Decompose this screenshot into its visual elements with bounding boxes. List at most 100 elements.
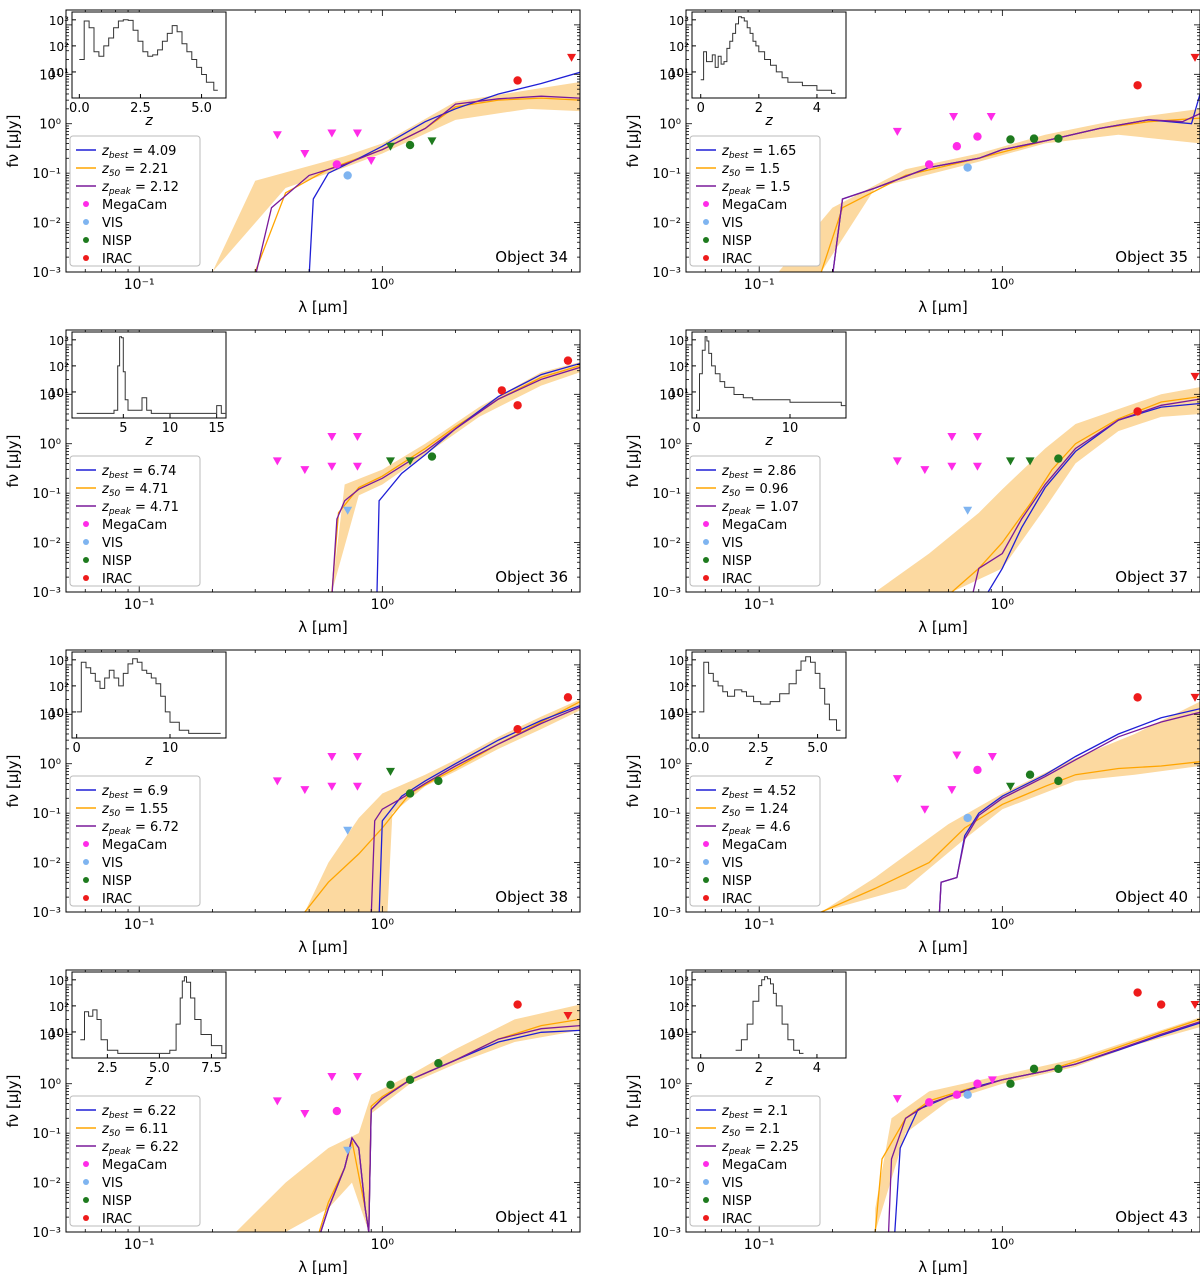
x-axis-label: λ [μm] xyxy=(298,938,348,956)
megacam-upper-limit xyxy=(300,150,309,158)
legend-label: IRAC xyxy=(102,252,132,267)
legend-label: NISP xyxy=(722,234,752,249)
y-tick-label: 10⁻² xyxy=(652,857,681,872)
plot-area xyxy=(273,356,580,596)
nisp-upper-limit xyxy=(386,768,395,776)
x-axis-label: λ [μm] xyxy=(298,298,348,316)
legend-label: MegaCam xyxy=(722,1158,787,1173)
vis-point xyxy=(343,171,351,179)
legend-marker xyxy=(83,841,89,847)
inset-x-label: z xyxy=(144,753,153,769)
legend-marker xyxy=(703,557,709,563)
inset-y-tick-label: 10² xyxy=(669,1000,689,1014)
megacam-point xyxy=(953,142,961,150)
object-label: Object 41 xyxy=(495,1208,568,1226)
megacam-point xyxy=(333,160,341,168)
y-axis-label: fν [μJy] xyxy=(624,435,642,488)
y-tick-label: 10⁰ xyxy=(39,118,61,133)
uncertainty-band xyxy=(875,1017,1200,1232)
nisp-point xyxy=(406,141,414,149)
y-tick-label: 10⁰ xyxy=(39,758,61,773)
inset-x-tick-label: 2.5 xyxy=(97,1061,118,1076)
uncertainty-band xyxy=(875,387,1200,592)
vis-point xyxy=(963,1090,971,1098)
legend-label: MegaCam xyxy=(722,518,787,533)
legend-marker xyxy=(83,1161,89,1167)
legend-label: IRAC xyxy=(102,892,132,907)
legend-label: NISP xyxy=(102,554,132,569)
uncertainty-band xyxy=(821,702,1200,912)
megacam-upper-limit xyxy=(987,113,996,121)
megacam-upper-limit xyxy=(893,128,902,136)
legend-label: VIS xyxy=(722,1176,743,1191)
megacam-upper-limit xyxy=(949,113,958,121)
megacam-point xyxy=(925,160,933,168)
megacam-upper-limit xyxy=(273,457,282,465)
legend-label: IRAC xyxy=(102,1212,132,1227)
legend-label: MegaCam xyxy=(102,1158,167,1173)
y-tick-label: 10⁻¹ xyxy=(32,167,61,182)
inset-frame xyxy=(72,12,226,98)
legend-marker xyxy=(83,219,89,225)
inset-y-tick-label: 10² xyxy=(49,680,69,694)
inset-y-tick-label: 10¹ xyxy=(49,386,69,400)
legend-label: MegaCam xyxy=(722,198,787,213)
x-tick-label: 10⁰ xyxy=(991,1237,1015,1253)
inset-x-tick-label: 10 xyxy=(162,741,179,756)
plot-area xyxy=(821,693,1200,917)
legend-label: VIS xyxy=(102,216,123,231)
y-tick-label: 10⁻¹ xyxy=(32,487,61,502)
x-tick-label: 10⁰ xyxy=(991,277,1015,293)
inset-y-tick-label: 10¹ xyxy=(669,1026,689,1040)
inset-x-label: z xyxy=(764,113,773,129)
legend-marker xyxy=(83,575,89,581)
inset-x-tick-label: 0 xyxy=(73,741,81,756)
y-tick-label: 10⁰ xyxy=(39,438,61,453)
y-tick-label: 10⁻¹ xyxy=(652,167,681,182)
object-label: Object 35 xyxy=(1115,248,1188,266)
object-label: Object 38 xyxy=(495,888,568,906)
inset-x-tick-label: 0 xyxy=(697,101,705,116)
inset-x-tick-label: 0.0 xyxy=(689,741,710,756)
nisp-point xyxy=(1054,134,1062,142)
megacam-upper-limit xyxy=(893,1095,902,1103)
legend-label: VIS xyxy=(722,536,743,551)
legend-label: IRAC xyxy=(722,252,752,267)
megacam-point xyxy=(973,132,981,140)
legend-marker xyxy=(703,859,709,865)
x-tick-label: 10⁻¹ xyxy=(744,1237,775,1253)
megacam-upper-limit xyxy=(367,157,376,165)
legend-label: NISP xyxy=(722,554,752,569)
object-label: Object 37 xyxy=(1115,568,1188,586)
y-tick-label: 10⁻² xyxy=(32,1177,61,1192)
megacam-point xyxy=(973,766,981,774)
legend-label: NISP xyxy=(102,1194,132,1209)
megacam-upper-limit xyxy=(327,433,336,441)
vis-upper-limit xyxy=(963,507,972,515)
legend-label: IRAC xyxy=(722,892,752,907)
megacam-upper-limit xyxy=(947,786,956,794)
megacam-upper-limit xyxy=(920,466,929,474)
inset-x-tick-label: 4 xyxy=(813,1061,821,1076)
y-tick-label: 10⁻² xyxy=(32,857,61,872)
x-tick-label: 10⁰ xyxy=(371,277,395,293)
inset-y-tick-label: 10² xyxy=(49,1000,69,1014)
megacam-point xyxy=(333,1107,341,1115)
inset-x-tick-label: 5 xyxy=(119,421,127,436)
irac-point xyxy=(513,1000,521,1008)
nisp-point xyxy=(1054,777,1062,785)
inset-y-tick-label: 10¹ xyxy=(49,706,69,720)
y-axis-label: fν [μJy] xyxy=(4,435,22,488)
inset-x-label: z xyxy=(144,1073,153,1089)
nisp-upper-limit xyxy=(1006,457,1015,465)
nisp-point xyxy=(386,1081,394,1089)
uncertainty-band xyxy=(332,362,580,592)
irac-point xyxy=(513,401,521,409)
x-tick-label: 10⁻¹ xyxy=(744,277,775,293)
